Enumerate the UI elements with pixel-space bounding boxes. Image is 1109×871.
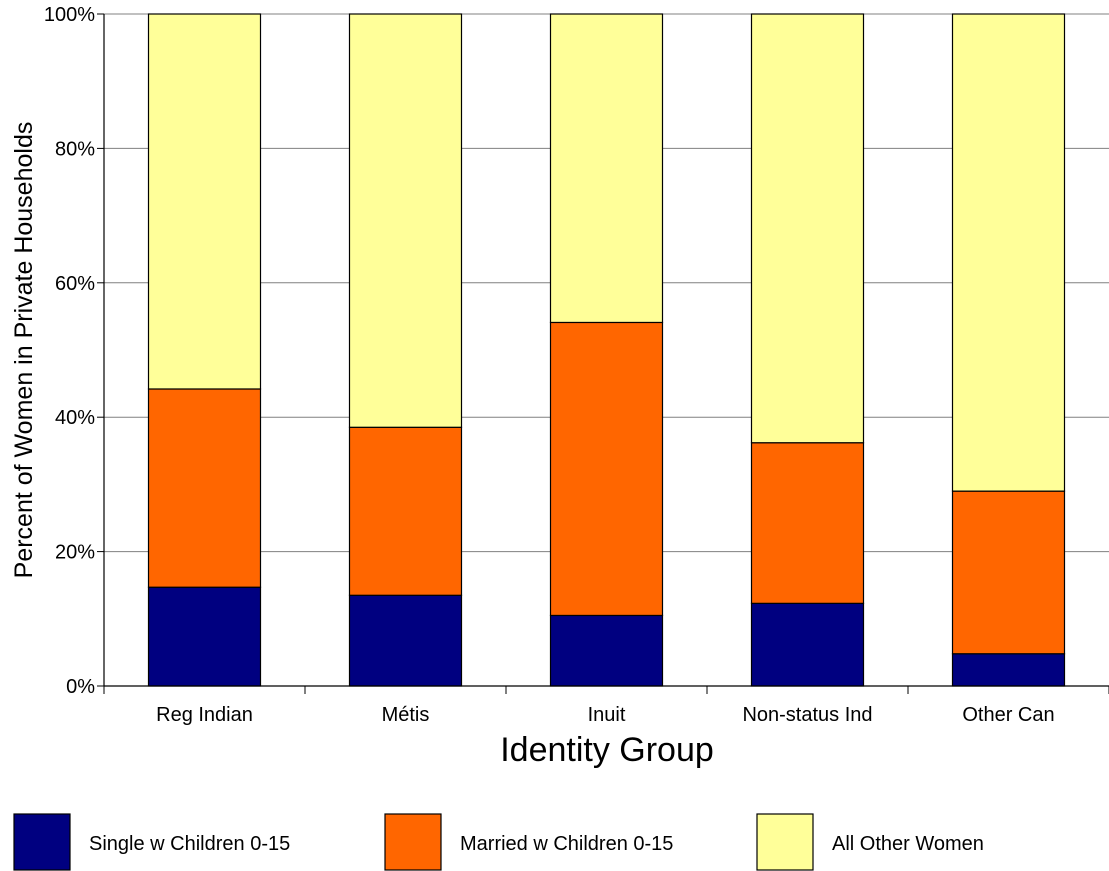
x-tick-label: Reg Indian <box>156 704 253 726</box>
bar-segment <box>951 13 1066 492</box>
bar-segment <box>348 426 463 596</box>
bar-segment <box>951 490 1066 655</box>
bar-stacks <box>147 13 1066 687</box>
bar-segment <box>147 13 262 390</box>
bar-segment <box>750 13 865 444</box>
bar-segment <box>549 321 664 617</box>
x-tick-label: Inuit <box>588 704 626 726</box>
legend-label: Married w Children 0-15 <box>460 833 673 855</box>
bar-segment <box>549 614 664 687</box>
bar-segment <box>348 594 463 687</box>
axes: 0% 20% 40% 60% 80% 100% Reg Indian Métis Inuit No… <box>44 4 1109 726</box>
x-tick-label: Métis <box>382 704 430 726</box>
legend-label: Single w Children 0-15 <box>89 833 290 855</box>
y-tick-label: 20% <box>55 542 95 564</box>
x-axis-title: Identity Group <box>500 731 714 769</box>
x-tick-label: Other Can <box>962 704 1054 726</box>
y-tick-label: 40% <box>55 407 95 429</box>
x-tick-label: Non-status Ind <box>742 704 872 726</box>
y-tick-label: 80% <box>55 138 95 160</box>
bar-segment <box>549 13 664 324</box>
legend: Single w Children 0-15 Married w Children… <box>13 813 984 871</box>
legend-label: All Other Women <box>832 833 984 855</box>
bar-segment <box>750 602 865 687</box>
bar-segment <box>147 586 262 687</box>
bar-segment <box>348 13 463 428</box>
y-tick-label: 60% <box>55 273 95 295</box>
legend-swatch <box>756 813 814 871</box>
legend-swatch <box>13 813 71 871</box>
bar-segment <box>147 388 262 588</box>
bar-segment <box>750 442 865 604</box>
y-tick-label: 0% <box>66 676 95 698</box>
y-tick-label: 100% <box>44 4 95 26</box>
y-axis-title: Percent of Women in Private Households <box>10 122 38 579</box>
bar-segment <box>951 653 1066 687</box>
legend-swatch <box>384 813 442 871</box>
